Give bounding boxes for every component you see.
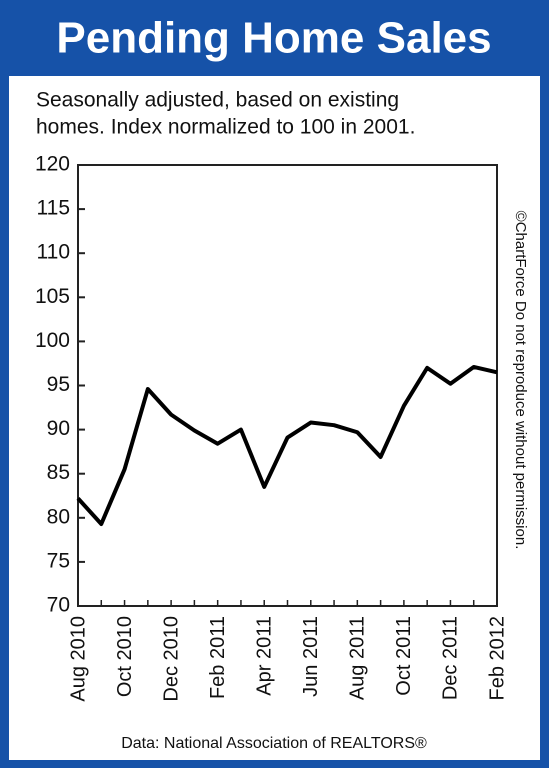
y-tick-label: 115 xyxy=(37,197,70,220)
copyright: ©ChartForce Do not reproduce without per… xyxy=(512,211,529,550)
subtitle: Seasonally adjusted, based on existing xyxy=(36,89,399,112)
x-tick-label: Oct 2011 xyxy=(393,616,415,696)
y-tick-label: 105 xyxy=(35,285,70,308)
x-tick-label: Feb 2012 xyxy=(486,616,508,701)
line xyxy=(76,364,498,526)
x-tick-label: Apr 2011 xyxy=(254,616,276,696)
y-tick-label: 110 xyxy=(37,241,70,264)
x-tick-label: Aug 2010 xyxy=(67,616,89,702)
y-tick-label: 120 xyxy=(35,153,70,176)
x-tick-label: Jun 2011 xyxy=(300,616,322,697)
x-tick-label: Feb 2011 xyxy=(207,616,229,699)
x-tick-label: Dec 2010 xyxy=(160,616,182,702)
source: Data: National Association of REALTORS® xyxy=(121,735,427,752)
panel xyxy=(9,76,540,760)
x-tick-label: Oct 2010 xyxy=(114,616,136,697)
y-tick-label: 85 xyxy=(47,461,70,484)
x-tick-label: Aug 2011 xyxy=(347,616,369,700)
y-tick-label: 70 xyxy=(47,594,70,617)
subtitle: homes. Index normalized to 100 in 2001. xyxy=(36,116,415,139)
y-tick-label: 100 xyxy=(35,329,70,352)
y-tick-label: 90 xyxy=(47,417,70,440)
y-tick-label: 75 xyxy=(47,549,70,572)
x-tick-label: Dec 2011 xyxy=(440,616,462,700)
y-tick-label: 80 xyxy=(47,505,70,528)
chart-title: Pending Home Sales xyxy=(56,14,491,63)
y-tick-label: 95 xyxy=(47,373,70,396)
